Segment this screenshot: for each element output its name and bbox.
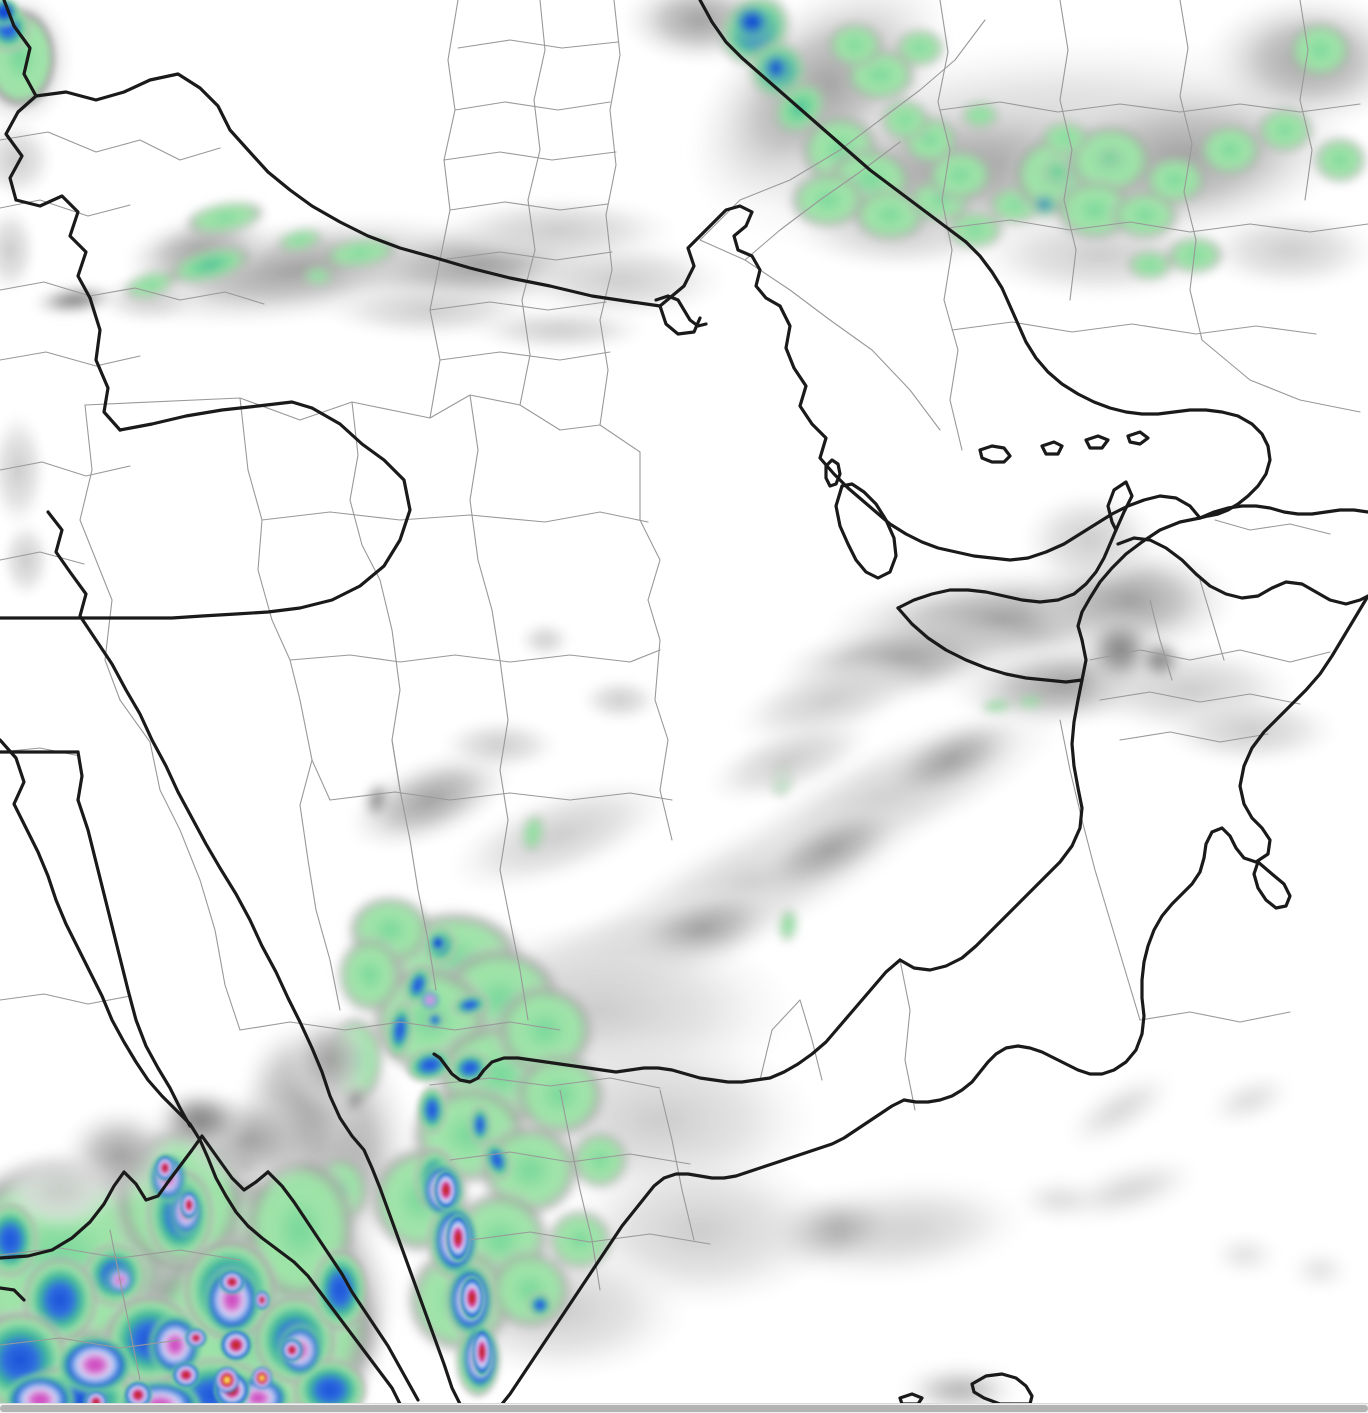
horizontal-scrollbar[interactable] [0, 1403, 1368, 1413]
horizontal-scrollbar-thumb[interactable] [0, 1405, 1368, 1412]
precip-levant-cluster [0, 0, 76, 600]
precip-yemen-highlands [240, 894, 840, 1400]
precip-northern-saudi-band [30, 196, 730, 352]
precip-uae-oman-band [704, 490, 1340, 805]
admin-boundaries [0, 0, 1368, 1381]
precip-iraq-iran-band [620, 0, 1368, 300]
